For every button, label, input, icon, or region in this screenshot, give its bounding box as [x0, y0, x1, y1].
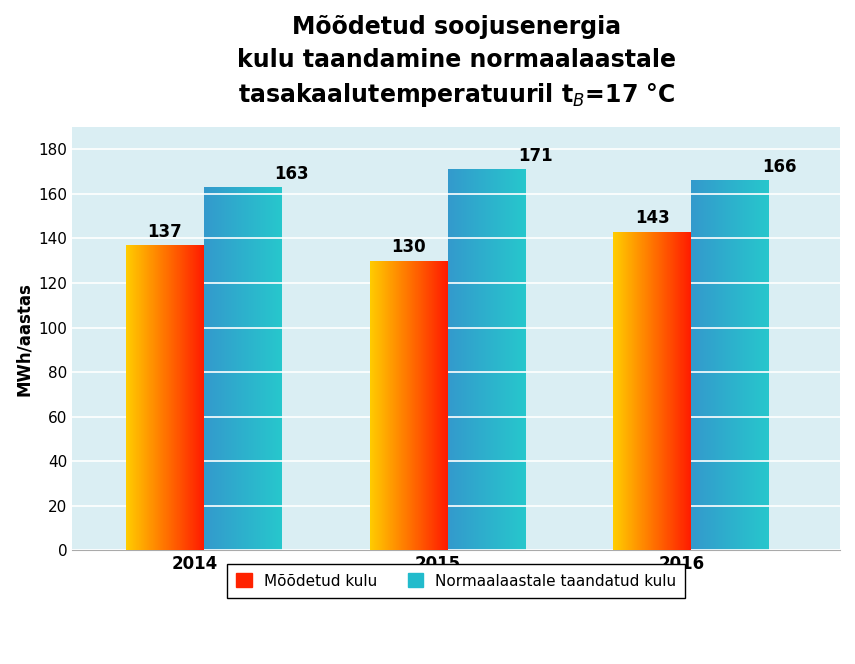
Text: 171: 171: [518, 147, 552, 165]
Text: 137: 137: [148, 222, 182, 240]
Text: 163: 163: [274, 165, 309, 183]
Y-axis label: MWh/aastas: MWh/aastas: [15, 282, 33, 396]
Text: 143: 143: [635, 209, 669, 227]
Text: 166: 166: [762, 158, 796, 176]
Legend: Mõõdetud kulu, Normaalaastale taandatud kulu: Mõõdetud kulu, Normaalaastale taandatud …: [227, 564, 686, 598]
Text: 130: 130: [392, 238, 426, 256]
Title: Mõõdetud soojusenergia
kulu taandamine normaalaastale
tasakaalutemperatuuril t$_: Mõõdetud soojusenergia kulu taandamine n…: [237, 15, 675, 109]
